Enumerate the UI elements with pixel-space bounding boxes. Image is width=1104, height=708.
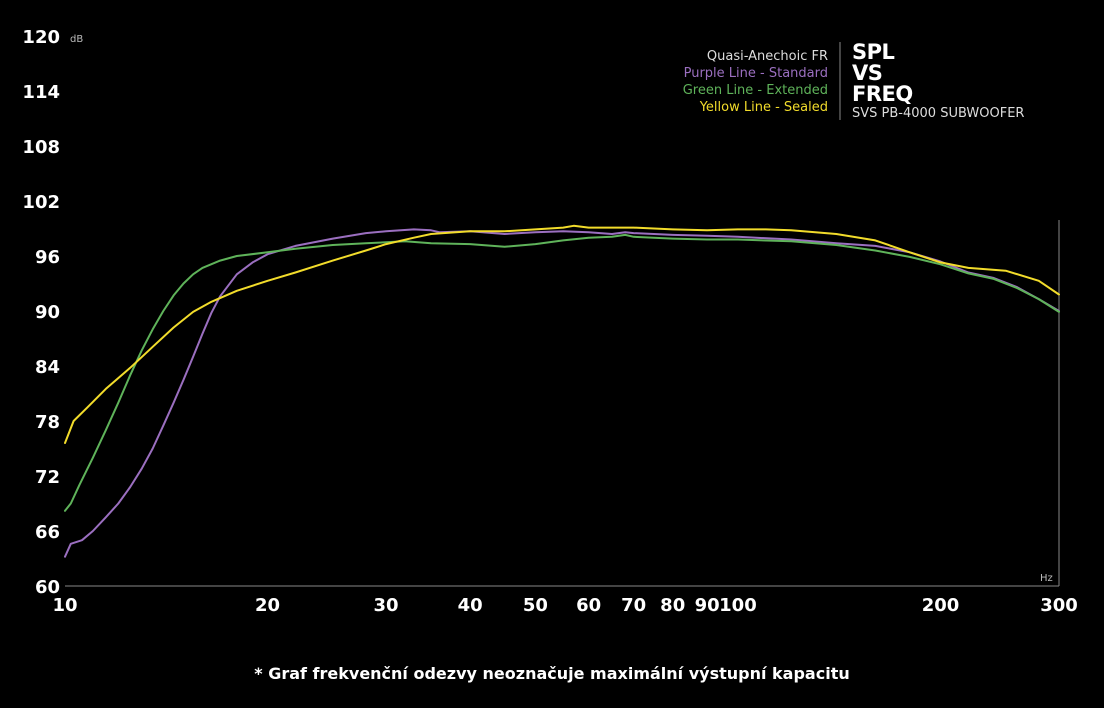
x-axis-unit: Hz	[1040, 573, 1053, 584]
x-tick-label: 10	[52, 595, 77, 616]
legend-item-standard: Purple Line - Standard	[684, 66, 828, 81]
legend-title: Quasi-Anechoic FR	[707, 49, 828, 64]
y-tick-label: 66	[35, 522, 60, 543]
y-tick-label: 72	[35, 467, 60, 488]
series-line-extended	[64, 233, 1060, 512]
brand-subtitle: SVS PB-4000 SUBWOOFER	[852, 106, 1024, 121]
x-tick-label: 60	[576, 595, 601, 616]
x-tick-label: 50	[523, 595, 548, 616]
y-tick-label: 60	[35, 577, 60, 598]
series-line-standard	[64, 228, 1060, 558]
legend-item-sealed: Yellow Line - Sealed	[699, 100, 828, 115]
y-tick-label: 120	[22, 27, 60, 48]
y-tick-label: 114	[22, 82, 60, 103]
brand-line-spl: SPL	[852, 40, 895, 64]
x-tick-label: 100	[719, 595, 757, 616]
y-tick-label: 84	[35, 357, 60, 378]
brand-logo: SPL VS FREQ SVS PB-4000 SUBWOOFER	[852, 40, 1024, 121]
x-tick-label: 30	[374, 595, 399, 616]
x-tick-label: 40	[458, 595, 483, 616]
legend-item-extended: Green Line - Extended	[683, 83, 828, 98]
x-tick-label: 80	[660, 595, 685, 616]
y-axis-unit: dB	[70, 34, 83, 45]
series-line-sealed	[64, 224, 1060, 444]
x-tick-label: 20	[255, 595, 280, 616]
x-tick-label: 200	[922, 595, 960, 616]
y-tick-label: 96	[35, 247, 60, 268]
y-tick-label: 102	[22, 192, 60, 213]
x-tick-label: 90	[695, 595, 720, 616]
y-tick-label: 78	[35, 412, 60, 433]
footnote: * Graf frekvenční odezvy neoznačuje maxi…	[254, 664, 850, 683]
legend: Quasi-Anechoic FR Purple Line - Standard…	[683, 42, 841, 120]
x-tick-label: 300	[1040, 595, 1078, 616]
y-tick-label: 90	[35, 302, 60, 323]
x-tick-label: 70	[621, 595, 646, 616]
brand-line-freq: FREQ	[852, 82, 913, 106]
brand-line-vs: VS	[852, 61, 882, 85]
series-layer	[64, 224, 1060, 558]
y-tick-label: 108	[22, 137, 60, 158]
